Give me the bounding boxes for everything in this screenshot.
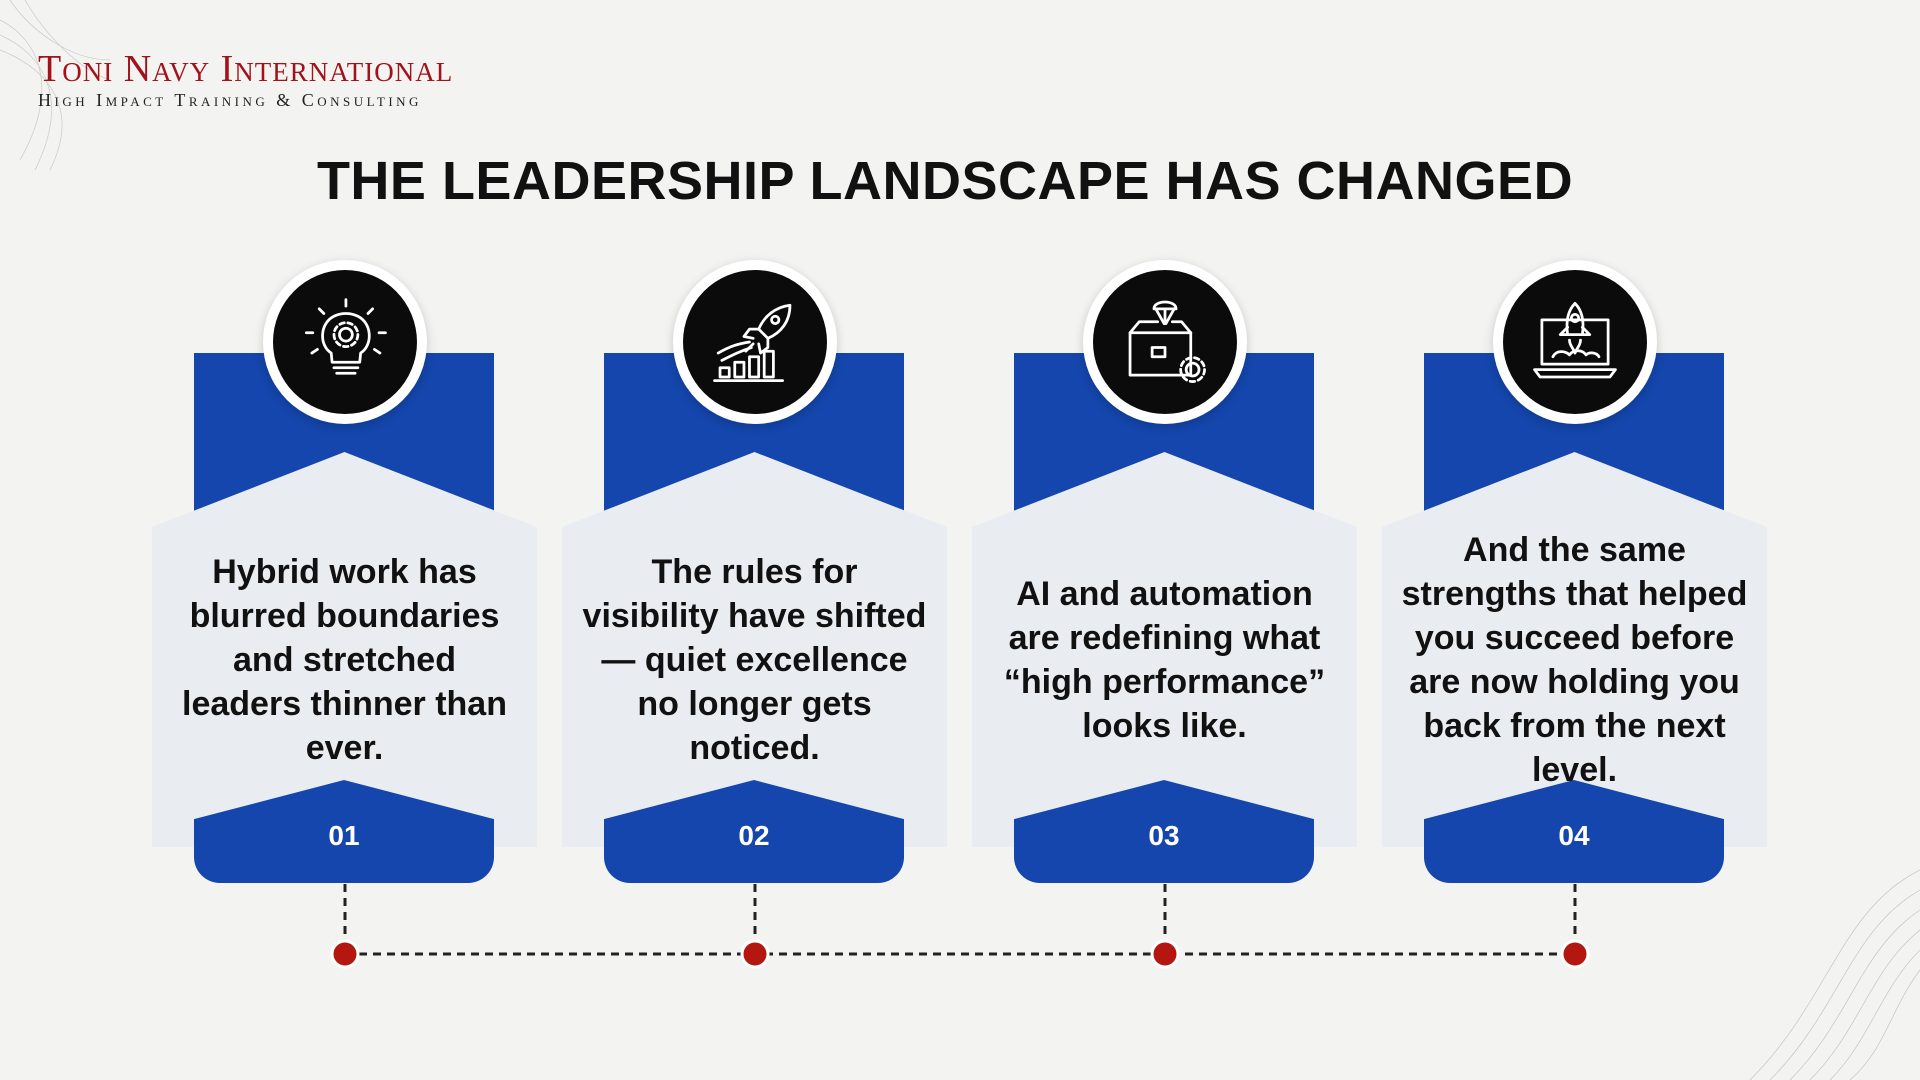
- lightbulb-gear-icon: [304, 298, 387, 375]
- card-3: 03 AI and automation are redefining what…: [972, 260, 1357, 905]
- box-parachute-gear-icon: [1128, 300, 1206, 383]
- timeline-dot-3: [1150, 939, 1180, 969]
- card-number: 01: [328, 820, 360, 851]
- card-icon-badge: [1083, 260, 1247, 424]
- timeline-dot-1: [330, 939, 360, 969]
- brand-name: Toni Navy International: [38, 48, 454, 90]
- card-1: 01 Hybrid work has blurred boundaries an…: [152, 260, 537, 905]
- brand-logo: Toni Navy International High Impact Trai…: [38, 50, 453, 111]
- timeline-dot-2: [740, 939, 770, 969]
- card-2: 02 The rules for visibility have shifted…: [562, 260, 947, 905]
- rocket-growth-chart-icon: [713, 303, 792, 383]
- card-icon-badge: [673, 260, 837, 424]
- card-icon-badge: [263, 260, 427, 424]
- brand-tagline: High Impact Training & Consulting: [38, 90, 422, 110]
- card-text: The rules for visibility have shifted — …: [582, 553, 927, 767]
- card-icon-badge: [1493, 260, 1657, 424]
- card-number: 04: [1558, 820, 1590, 851]
- page-title: THE LEADERSHIP LANDSCAPE HAS CHANGED: [316, 151, 1574, 211]
- card-number: 02: [738, 820, 770, 851]
- timeline-dot-4: [1560, 939, 1590, 969]
- card-text: And the same strengths that helped you s…: [1401, 531, 1748, 789]
- card-text: Hybrid work has blurred boundaries and s…: [182, 553, 507, 767]
- card-4: 04 And the same strengths that helped yo…: [1382, 260, 1767, 905]
- laptop-rocket-icon: [1533, 301, 1617, 379]
- card-text: AI and automation are redefining what “h…: [1003, 575, 1326, 745]
- card-number: 03: [1148, 820, 1180, 851]
